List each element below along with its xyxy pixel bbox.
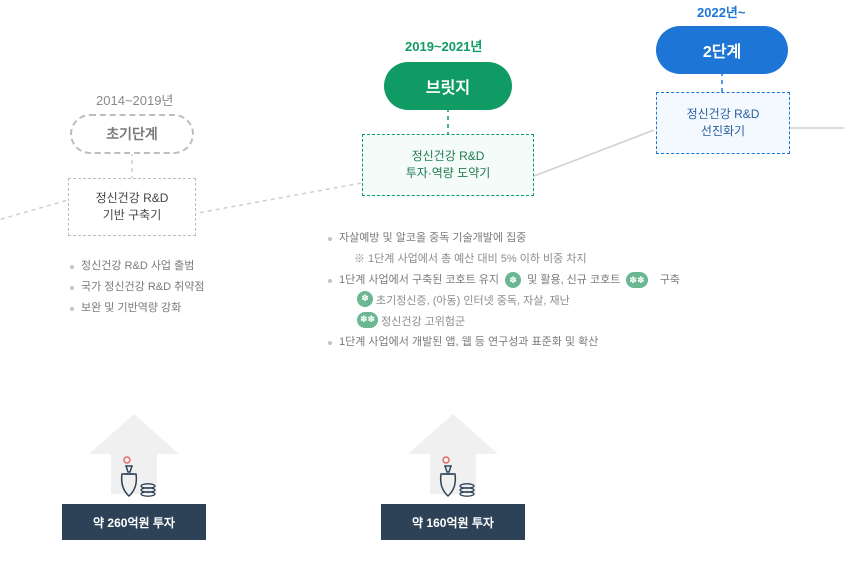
phase3-year: 2022년~ (697, 2, 745, 21)
phase1-box-line2: 기반 구축기 (103, 207, 162, 224)
badge-dblstar-icon: ✽✽ (357, 312, 378, 328)
moneybag-icon (110, 456, 158, 500)
phase2-b1-sub: ※ 1단계 사업에서 총 예산 대비 5% 이하 비중 차지 (354, 249, 587, 270)
connector-right-edge (787, 125, 844, 131)
moneybag-icon (429, 456, 477, 500)
phase2-pill: 브릿지 (384, 62, 512, 110)
phase1-bullet-3: 보완 및 기반역량 강화 (81, 298, 181, 319)
stem-phase3 (721, 72, 723, 94)
phase3-box-line1: 정신건강 R&D (687, 106, 760, 123)
phase3-box: 정신건강 R&D 선진화기 (656, 92, 790, 154)
phase2-box-line2: 투자·역량 도약기 (406, 165, 491, 182)
phase2-pill-label: 브릿지 (426, 74, 470, 98)
phase1-box: 정신건강 R&D 기반 구축기 (68, 178, 196, 236)
stem-phase1 (131, 152, 133, 180)
phase2-invest-label: 약 160억원 투자 (412, 514, 494, 531)
phase2-b2: 1단계 사업에서 구축된 코호트 유지 ✽ 및 활용, 신규 코호트 ✽✽ 구축 (339, 270, 680, 291)
phase3-pill: 2단계 (656, 26, 788, 74)
phase1-invest-label: 약 260억원 투자 (93, 514, 175, 531)
phase1-box-line1: 정신건강 R&D (96, 190, 169, 207)
badge-star-icon: ✽ (505, 272, 521, 288)
roadmap-diagram: 2014~2019년 초기단계 정신건강 R&D 기반 구축기 정신건강 R&D… (0, 0, 844, 562)
phase2-bullets: 자살예방 및 알코올 중독 기술개발에 집중 ※ 1단계 사업에서 총 예산 대… (328, 228, 828, 353)
phase1-bullet-2: 국가 정신건강 R&D 취약점 (81, 277, 204, 298)
stem-phase2 (447, 108, 449, 136)
phase2-year: 2019~2021년 (405, 36, 482, 55)
phase1-invest: 약 260억원 투자 (62, 504, 206, 540)
connector-left-edge (0, 200, 70, 230)
phase2-box-line1: 정신건강 R&D (412, 148, 485, 165)
phase1-bullets: 정신건강 R&D 사업 출범 국가 정신건강 R&D 취약점 보완 및 기반역량… (70, 256, 290, 319)
connector-phase2-3 (534, 130, 674, 180)
phase2-b1: 자살예방 및 알코올 중독 기술개발에 집중 (339, 228, 526, 249)
connector-phase1-2 (192, 182, 367, 222)
phase1-bullet-1: 정신건강 R&D 사업 출범 (81, 256, 194, 277)
badge-star-icon: ✽ (357, 291, 373, 307)
phase2-box: 정신건강 R&D 투자·역량 도약기 (362, 134, 534, 196)
phase2-invest: 약 160억원 투자 (381, 504, 525, 540)
badge-dblstar-icon: ✽✽ (626, 272, 647, 288)
phase2-b3: 1단계 사업에서 개발된 앱, 웹 등 연구성과 표준화 및 확산 (339, 332, 598, 353)
phase3-box-line2: 선진화기 (701, 123, 745, 140)
phase3-pill-label: 2단계 (703, 38, 741, 62)
phase1-pill-label: 초기단계 (106, 124, 158, 144)
phase1-year: 2014~2019년 (96, 90, 173, 109)
phase1-pill: 초기단계 (70, 114, 194, 154)
